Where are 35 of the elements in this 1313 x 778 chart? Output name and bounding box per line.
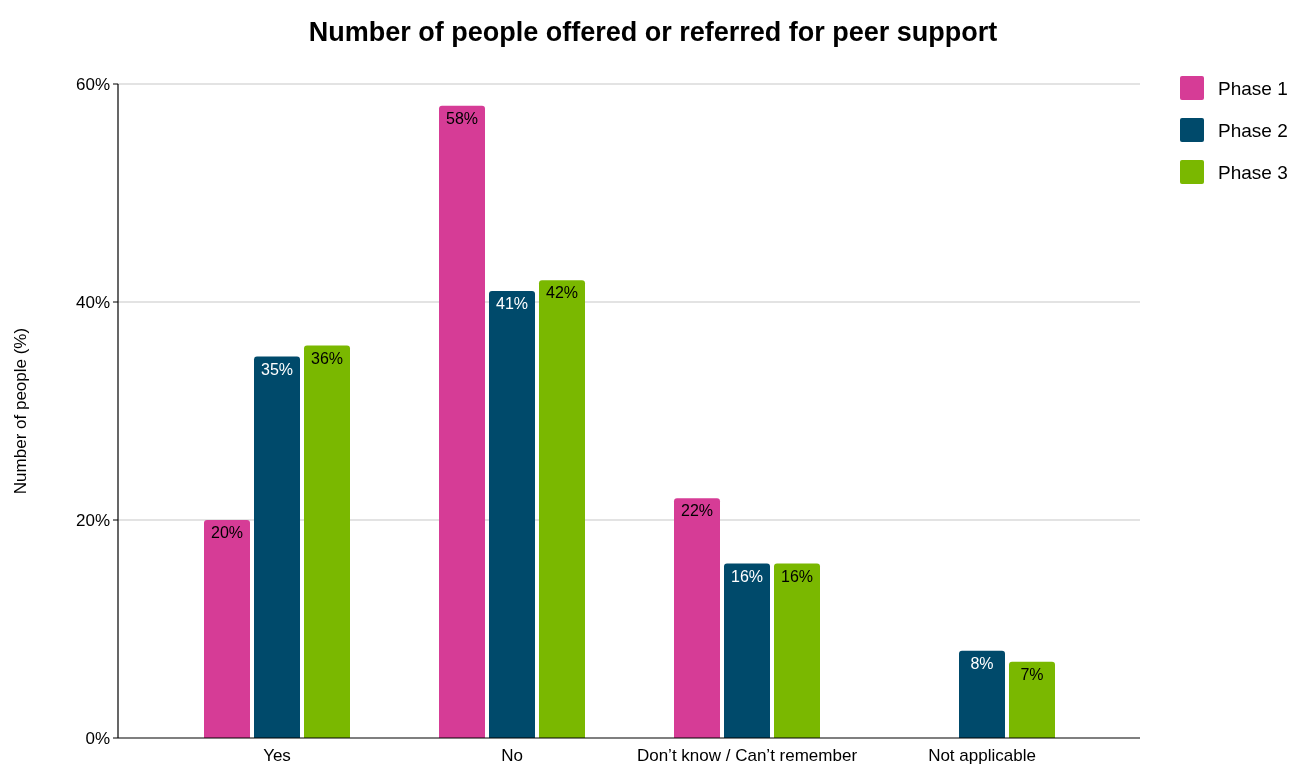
x-tick-label: Not applicable (928, 746, 1036, 765)
bar (204, 520, 250, 738)
data-label: 41% (495, 295, 529, 313)
data-label: 20% (210, 524, 244, 541)
legend-label: Phase 3 (1218, 162, 1288, 183)
data-label: 16% (780, 567, 814, 585)
bar (439, 105, 485, 738)
bar (959, 650, 1005, 738)
y-tick-label: 20% (75, 511, 110, 530)
data-label: 58% (445, 109, 479, 127)
data-label: 22% (680, 502, 714, 520)
bar (304, 345, 350, 738)
data-label: 7% (1020, 665, 1044, 683)
bar (254, 356, 300, 738)
data-label: 42% (545, 284, 579, 302)
legend-label: Phase 2 (1218, 120, 1288, 141)
data-label: 8% (970, 654, 994, 672)
data-label: 16% (730, 567, 764, 585)
x-tick-label: Don’t know / Can’t remember (636, 746, 858, 765)
bar (724, 563, 770, 738)
x-tick-label: No (501, 746, 523, 765)
y-tick-label: 0% (85, 729, 110, 748)
bar (539, 280, 585, 738)
bar (489, 291, 535, 738)
data-label: 35% (260, 360, 294, 378)
bar (674, 498, 720, 738)
bar (1009, 661, 1055, 738)
y-tick-label: 40% (75, 293, 110, 312)
y-tick-label: 60% (75, 75, 110, 94)
legend-label: Phase 1 (1218, 78, 1288, 99)
bar (774, 563, 820, 738)
x-tick-label: Yes (263, 746, 291, 765)
y-axis-title: Number of people (%) (11, 327, 30, 495)
chart-title: Number of people offered or referred for peer support (308, 17, 998, 47)
data-label: 36% (310, 349, 344, 367)
